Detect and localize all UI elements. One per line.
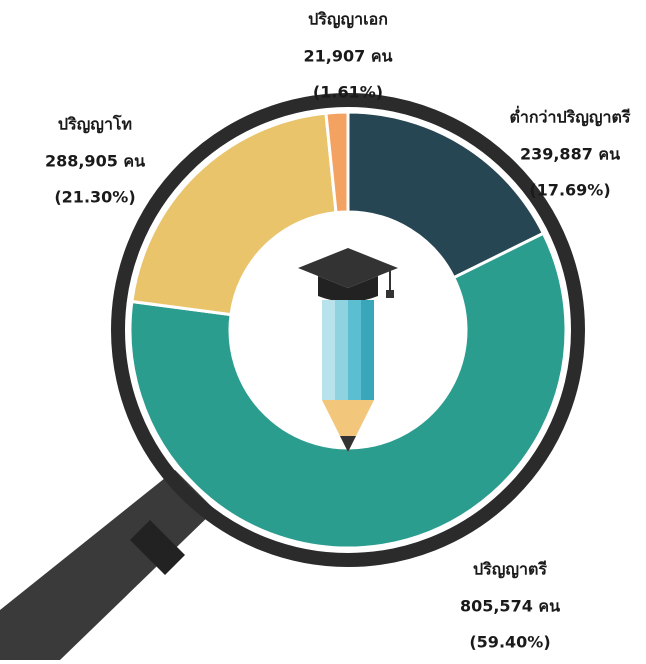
value-label: 21,907 คน [304,47,393,66]
percentage-label: (21.30%) [54,188,135,207]
category-label: ปริญญาเอก [308,10,388,30]
percentage-label: (59.40%) [469,633,550,652]
percentage-label: (1.61%) [313,83,383,102]
value-label: 805,574 คน [460,597,560,616]
category-label: ต่ำกว่าปริญญาตรี [509,106,630,128]
category-label: ปริญญาตรี [473,560,547,580]
value-label: 288,905 คน [45,152,145,171]
graduation-pencil-icon [298,248,398,452]
magnifier-rim [111,93,585,567]
magnifier-handle [0,470,215,660]
value-label: 239,887 คน [520,145,620,164]
percentage-label: (17.69%) [529,181,610,200]
category-label: ปริญญาโท [58,114,132,135]
